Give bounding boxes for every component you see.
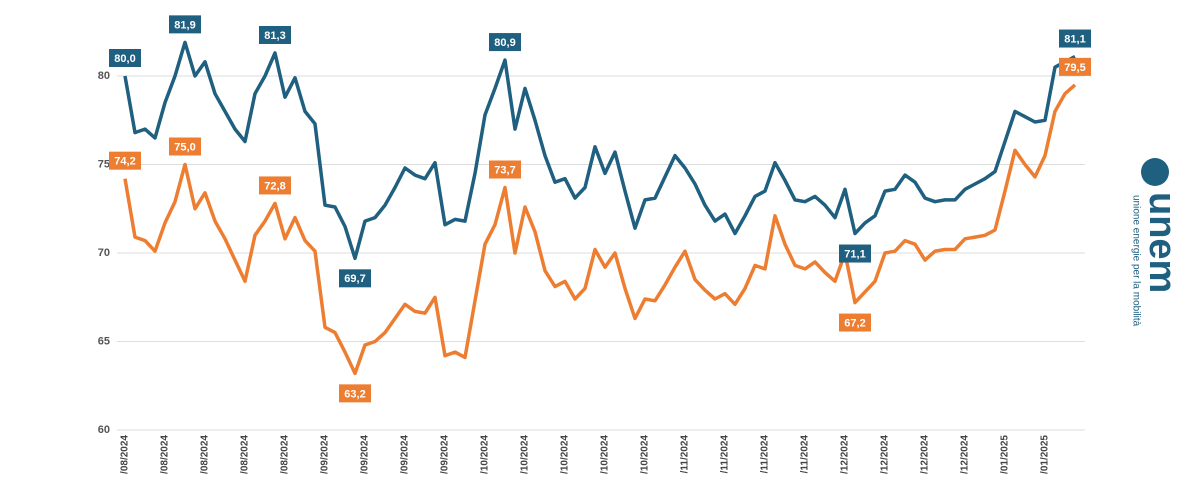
value-label-text: 81,9 [174,19,195,31]
value-label-box [339,269,371,288]
x-tick-label: /11/2024 [760,435,771,474]
x-tick-label: /11/2024 [800,435,811,474]
y-tick-label: 70 [98,247,110,259]
x-tick-label: /12/2024 [840,435,851,474]
logo: unem unione energie per la mobilità [1130,158,1183,327]
value-label-box [1059,29,1091,48]
x-tick-label: /08/2024 [200,435,211,474]
x-tick-label: /10/2024 [520,435,531,474]
x-tick-label: /11/2024 [720,435,731,474]
x-tick-label: /08/2024 [280,435,291,474]
x-tick-label: /08/2024 [240,435,251,474]
x-tick-label: /10/2024 [480,435,491,474]
value-label-box [109,151,141,170]
value-label-text: 79,5 [1064,62,1085,74]
value-label-box [489,160,521,179]
x-tick-label: /08/2024 [120,435,131,474]
series-line [123,40,1076,261]
x-tick-label: /09/2024 [400,435,411,474]
value-label-text: 80,9 [494,37,515,49]
series-line [123,83,1077,376]
value-label: 79,5 [1059,57,1091,76]
value-label-text: 71,1 [844,248,865,260]
x-tick-label: /12/2024 [960,435,971,474]
x-tick-label: /09/2024 [320,435,331,474]
value-label-box [839,244,871,263]
value-label-text: 72,8 [264,180,285,192]
value-label-text: 75,0 [174,141,195,153]
x-tick-label: /11/2024 [680,435,691,474]
value-label-box [169,137,201,156]
value-label-text: 73,7 [494,164,515,176]
value-label-text: 74,2 [114,156,135,168]
logo-icon [1141,158,1169,186]
y-tick-label: 60 [98,424,110,436]
logo-tagline: unione energie per la mobilità [1130,195,1141,327]
x-tick-label: /01/2025 [1040,435,1051,474]
value-label-box [1059,57,1091,76]
value-label-box [259,176,291,195]
x-tick-label: /09/2024 [440,435,451,474]
x-tick-label: /12/2024 [920,435,931,474]
x-tick-label: /12/2024 [880,435,891,474]
value-label-box [489,33,521,52]
value-label: 73,7 [489,160,521,179]
x-tick-label: /10/2024 [560,435,571,474]
value-label: 80,0 [109,49,141,67]
value-label-box [839,313,871,332]
value-label-box [109,49,141,67]
x-tick-label: /10/2024 [600,435,611,474]
value-label-text: 81,1 [1064,33,1085,45]
value-label-text: 63,2 [344,388,365,400]
value-label-text: 81,3 [264,30,285,42]
value-label-text: 67,2 [844,317,865,329]
y-tick-label: 75 [98,158,110,170]
value-label: 81,1 [1059,29,1091,48]
value-label: 72,8 [259,176,291,195]
x-tick-label: /08/2024 [160,435,171,474]
value-label-box [259,25,291,44]
x-tick-label: /10/2024 [640,435,651,474]
x-tick-label: /09/2024 [360,435,371,474]
value-label-box [339,384,371,403]
y-tick-label: 80 [98,70,110,82]
value-label: 69,7 [339,269,371,288]
value-label: 74,2 [109,151,141,170]
value-label: 81,3 [259,25,291,44]
value-label: 81,9 [169,15,201,34]
value-label: 63,2 [339,384,371,403]
value-label: 67,2 [839,313,871,332]
value-label: 71,1 [839,244,871,263]
logo-name: unem [1141,192,1183,293]
value-label-box [169,15,201,34]
value-label-text: 80,0 [114,53,135,65]
value-label: 80,9 [489,33,521,52]
x-tick-label: /01/2025 [1000,435,1011,474]
value-label-text: 69,7 [344,273,365,285]
y-tick-label: 65 [98,335,110,347]
value-label: 75,0 [169,137,201,156]
